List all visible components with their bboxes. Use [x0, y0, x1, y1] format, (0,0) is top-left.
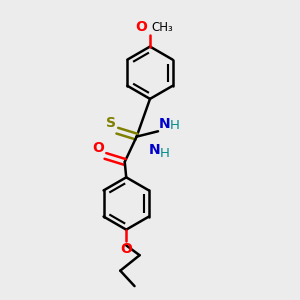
Text: N: N	[149, 143, 161, 157]
Text: O: O	[135, 20, 147, 34]
Text: H: H	[160, 147, 170, 160]
Text: O: O	[92, 141, 104, 155]
Text: H: H	[169, 119, 179, 132]
Text: CH₃: CH₃	[152, 21, 173, 34]
Text: O: O	[120, 242, 132, 256]
Text: S: S	[106, 116, 116, 130]
Text: N: N	[159, 117, 170, 131]
